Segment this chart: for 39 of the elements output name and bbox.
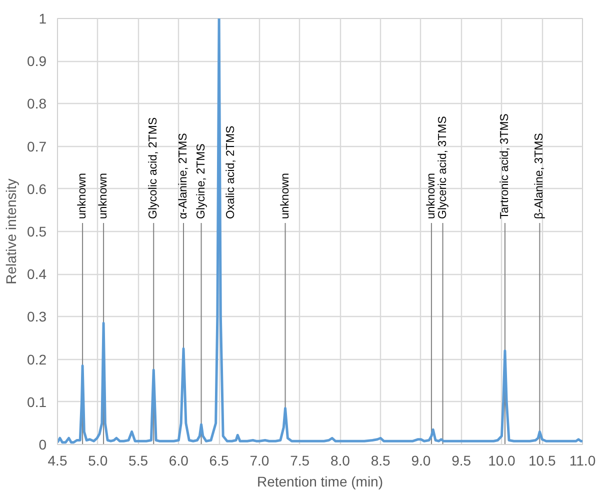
- x-tick-label: 7.0: [250, 452, 270, 468]
- annotation: α-Alanine, 2TMS: [178, 132, 190, 219]
- x-tick-label: 8.5: [370, 452, 391, 468]
- x-tick-label: 6.0: [168, 452, 189, 468]
- y-tick-label: 0: [38, 436, 47, 452]
- x-tick-label: 4.5: [48, 452, 68, 468]
- annotation: Glycolic acid, 2TMS: [148, 117, 160, 219]
- x-tick-label: 9.5: [452, 452, 472, 468]
- y-tick-label: 0.4: [27, 266, 47, 282]
- y-tick-label: 0.3: [27, 308, 47, 325]
- annotation: unknown: [76, 172, 89, 219]
- y-tick-label: 0.6: [27, 180, 47, 197]
- y-tick-label: 0.1: [27, 394, 47, 410]
- annotation: Glycine, 2TMS: [195, 143, 208, 219]
- x-tick-label: 9.0: [411, 452, 431, 468]
- annotation: unknown: [279, 172, 292, 219]
- y-tick-label: 0.5: [27, 224, 47, 240]
- annotation: unknown: [425, 172, 438, 219]
- y-tick-label: 0.2: [27, 351, 47, 368]
- annotation: Tartronic acid, 3TMS: [498, 113, 511, 219]
- x-tick-label: 5.0: [88, 452, 108, 468]
- annotation: Oxalic acid, 2TMS: [225, 125, 238, 219]
- x-tick-label: 6.5: [209, 452, 229, 468]
- x-tick-label: 10.0: [488, 452, 516, 468]
- y-tick-label: 0.8: [27, 96, 47, 112]
- x-axis-title: Retention time (min): [256, 474, 384, 490]
- x-tick-label: 7.5: [290, 452, 310, 468]
- y-tick-label: 0.7: [27, 138, 47, 154]
- y-axis-title: Relative intensity: [3, 178, 20, 284]
- y-tick-label: 0.9: [27, 53, 47, 70]
- x-tick-label: 5.5: [128, 452, 148, 468]
- x-tick-label: 10.5: [528, 452, 556, 468]
- x-tick-label: 11.0: [569, 452, 596, 468]
- x-tick-label: 8.0: [330, 452, 350, 468]
- annotation: Glyceric acid, 3TMS: [436, 116, 449, 219]
- annotation: β-Alanine, 3TMS: [534, 132, 546, 219]
- annotation: unknown: [98, 172, 110, 219]
- line-series: [58, 18, 582, 444]
- y-tick-label: 1: [38, 10, 47, 26]
